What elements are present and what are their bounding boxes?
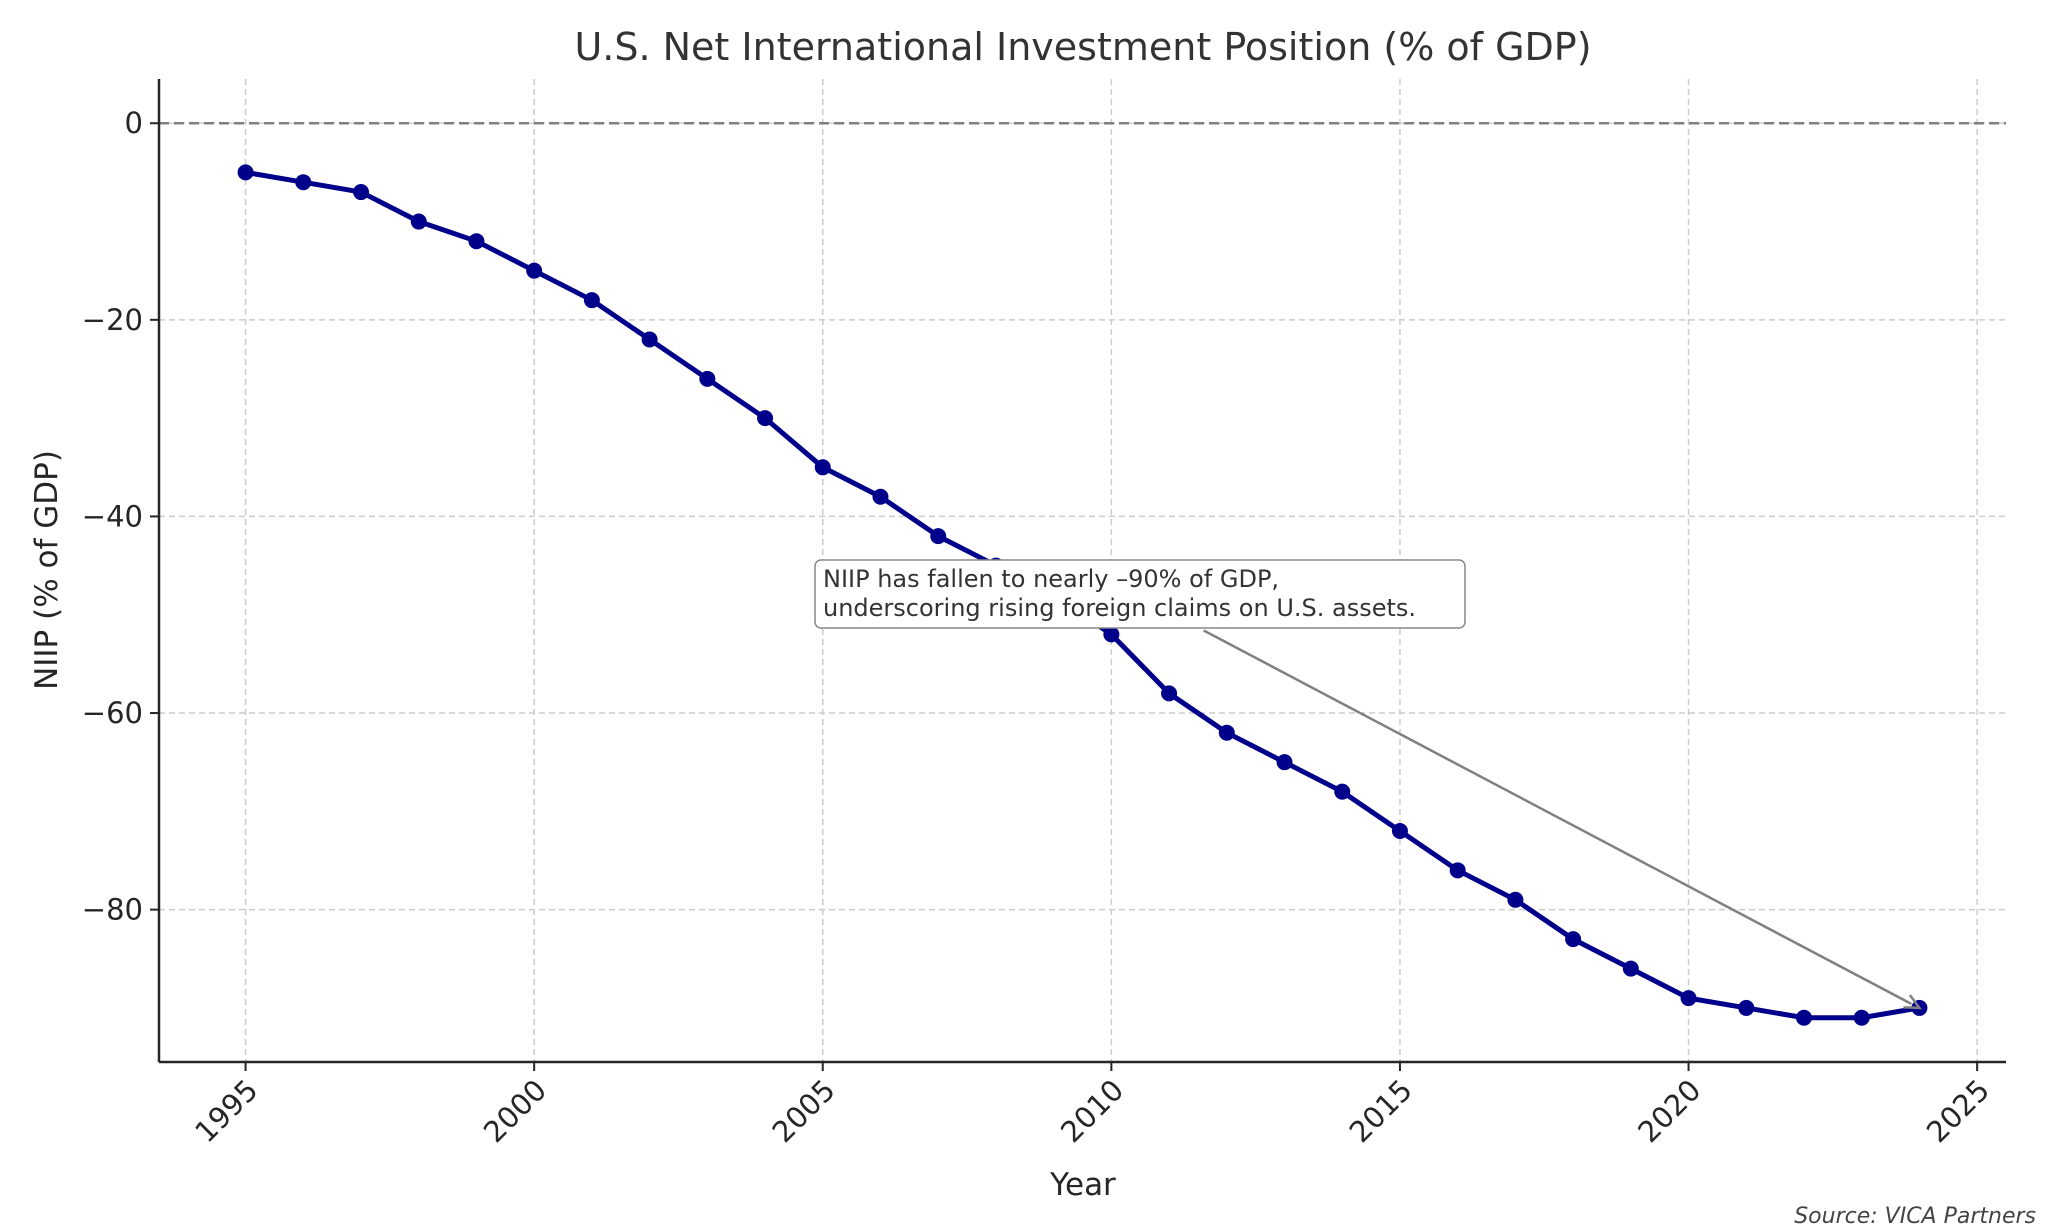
data-point [1103,626,1120,643]
x-tick-label: 1995 [188,1073,264,1149]
data-point [1738,999,1755,1016]
annotation-text-line: NIIP has fallen to nearly –90% of GDP, [823,565,1279,593]
chart-title: U.S. Net International Investment Positi… [574,25,1591,69]
x-tick-label: 2005 [765,1073,841,1149]
data-point [237,164,254,181]
y-tick-label: −80 [82,893,143,927]
data-point [814,459,831,476]
data-point [1334,783,1351,800]
data-point [1795,1009,1812,1026]
data-point [1507,891,1524,908]
data-point [353,184,370,201]
x-tick-label: 2000 [477,1073,553,1149]
data-point [641,331,658,348]
data-point [1218,724,1235,741]
y-tick-label: −40 [82,499,143,533]
data-point [1449,862,1466,879]
y-axis-label: NIIP (% of GDP) [29,450,65,690]
x-tick-label: 2025 [1920,1073,1996,1149]
annotation-box [814,559,1466,629]
data-point [1622,960,1639,977]
annotation: NIIP has fallen to nearly –90% of GDP,un… [814,559,1922,1010]
y-tick-label: −60 [82,696,143,730]
data-point [1853,1009,1870,1026]
annotation-text-line: underscoring rising foreign claims on U.… [823,594,1416,622]
x-axis-label: Year [1049,1167,1116,1203]
x-tick-label: 2010 [1054,1073,1130,1149]
data-point [1391,822,1408,839]
data-point [930,528,947,545]
data-point [1565,931,1582,948]
data-point [410,213,427,230]
y-tick-label: 0 [125,106,143,140]
data-point [1161,685,1178,702]
data-point [295,174,312,191]
x-tick-label: 2015 [1343,1073,1419,1149]
arrow-head-icon [1903,994,1922,1010]
data-point [757,410,774,427]
data-point [583,292,600,309]
source-note: Source: VICA Partners [1794,1204,2036,1229]
y-tick-label: −20 [82,303,143,337]
data-point [526,262,543,279]
x-tick-label: 2020 [1631,1073,1707,1149]
annotation-arrow [1203,629,1913,1006]
data-point [1680,990,1697,1007]
data-point [1276,754,1293,771]
data-point [699,370,716,387]
data-point [468,233,485,250]
data-point [872,488,889,505]
axes [157,79,2006,1064]
